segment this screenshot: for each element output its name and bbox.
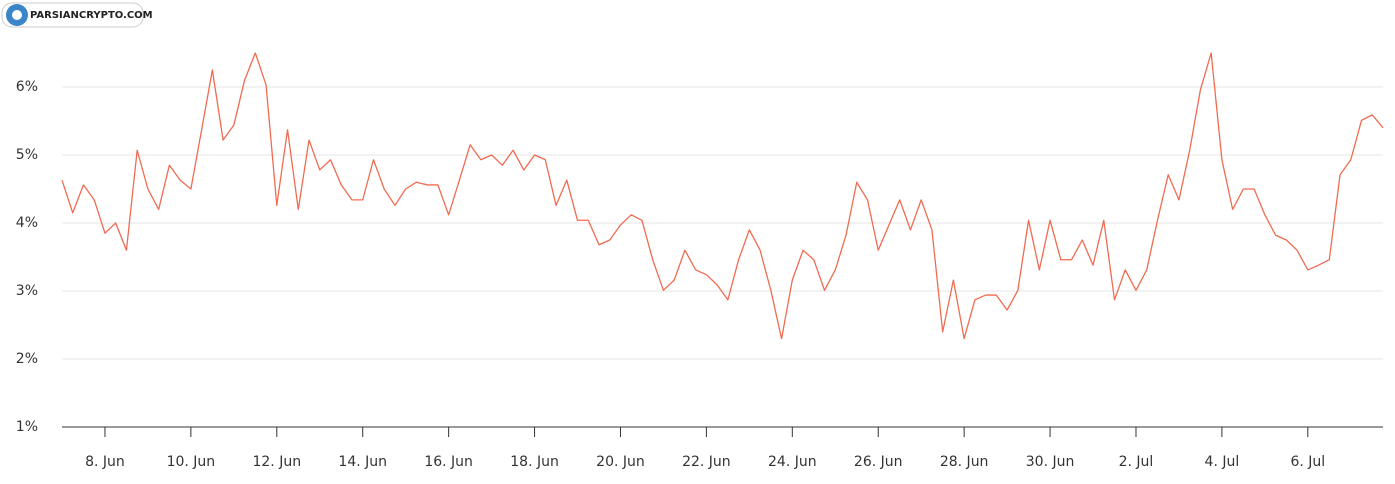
logo: PARSIANCRYPTO.COM [1, 2, 153, 28]
x-tick-label: 8. Jun [85, 454, 125, 470]
x-tick-label: 22. Jun [682, 454, 731, 470]
x-tick-label: 4. Jul [1205, 454, 1240, 470]
x-tick-label: 6. Jul [1290, 454, 1325, 470]
y-tick-label: 2% [16, 351, 38, 367]
logo-box [1, 2, 144, 28]
x-tick-label: 20. Jun [596, 454, 645, 470]
line [61, 52, 1384, 340]
x-tick-label: 28. Jun [940, 454, 989, 470]
y-tick-label: 4% [16, 215, 38, 231]
y-tick-label: 6% [16, 79, 38, 95]
plot: 1% 2% 3% 4% 5% 6% 8. Jun 10. Jun 12. Jun 14. Jun 1… [16, 52, 1384, 470]
x-tick-label: 26. Jun [854, 454, 903, 470]
x-tick-label: 14. Jun [338, 454, 387, 470]
y-tick-label: 1% [16, 419, 38, 435]
logo-icon-inner [12, 10, 22, 20]
logo-text: PARSIANCRYPTO.COM [30, 10, 153, 21]
x-tick-label: 2. Jul [1119, 454, 1154, 470]
x-tick-label: 30. Jun [1026, 454, 1075, 470]
y-tick-label: 3% [16, 283, 38, 299]
x-tick-label: 16. Jun [424, 454, 473, 470]
x-tick-label: 10. Jun [167, 454, 216, 470]
x-tick-label: 24. Jun [768, 454, 817, 470]
x-tick-label: 12. Jun [252, 454, 301, 470]
x-tick-label: 18. Jun [510, 454, 559, 470]
y-tick-label: 5% [16, 147, 38, 163]
